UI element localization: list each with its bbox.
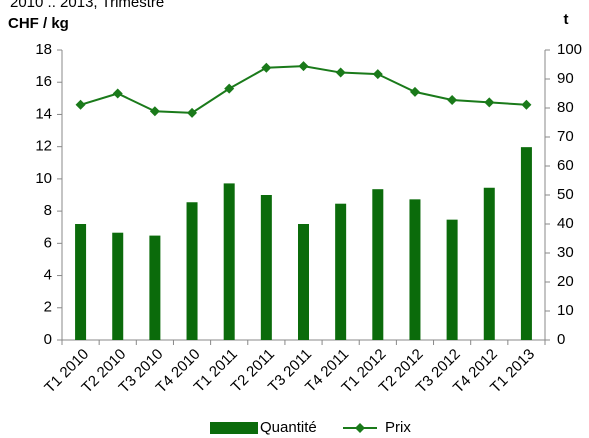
chart-subtitle: 2010 .. 2013, Trimestre: [10, 0, 164, 11]
y-tick-label: 18: [35, 41, 52, 58]
marker: [187, 107, 198, 118]
y2-tick-label: 10: [557, 302, 574, 319]
y2-tick-label: 100: [557, 41, 582, 58]
bar: [298, 224, 309, 340]
y-tick-label: 12: [35, 138, 52, 155]
y-tick-label: 4: [44, 267, 52, 284]
y-tick-label: 14: [35, 105, 52, 122]
bar: [409, 199, 421, 340]
y-tick-label: 10: [35, 170, 52, 187]
bar: [260, 195, 272, 340]
y-tick-label: 6: [44, 234, 52, 251]
marker: [521, 99, 532, 110]
y2-tick-label: 40: [557, 215, 574, 232]
marker: [372, 69, 383, 80]
y2-tick-label: 70: [557, 128, 574, 145]
marker: [447, 94, 458, 105]
bar: [75, 224, 87, 340]
bar: [446, 219, 458, 340]
legend-label: Quantité: [260, 419, 317, 436]
bar: [186, 202, 198, 340]
marker: [298, 61, 309, 72]
marker: [75, 99, 86, 110]
y-axis-label: CHF / kg: [8, 15, 69, 32]
marker: [409, 86, 420, 97]
y-tick-label: 8: [44, 202, 52, 219]
y2-tick-label: 30: [557, 244, 574, 261]
legend-swatch: [210, 422, 258, 434]
bar: [149, 235, 161, 340]
y2-axis-label: t: [564, 11, 569, 28]
y-tick-label: 2: [44, 299, 52, 316]
bar: [483, 187, 495, 340]
legend-label: Prix: [385, 419, 411, 436]
bar: [112, 232, 124, 340]
y2-tick-label: 60: [557, 157, 574, 174]
marker: [335, 67, 346, 78]
bar: [223, 183, 235, 340]
bar: [520, 147, 532, 340]
y2-tick-label: 80: [557, 99, 574, 116]
y2-tick-label: 20: [557, 273, 574, 290]
line: [80, 65, 527, 114]
y2-tick-label: 90: [557, 70, 574, 87]
marker: [149, 106, 160, 117]
legend-marker: [355, 423, 365, 433]
y-tick-label: 0: [44, 331, 52, 348]
y-tick-label: 16: [35, 73, 52, 90]
y2-tick-label: 50: [557, 186, 574, 203]
marker: [484, 97, 495, 108]
y2-tick-label: 0: [557, 331, 565, 348]
marker: [261, 62, 272, 73]
bar: [372, 189, 384, 340]
bar: [335, 203, 347, 340]
marker: [224, 83, 235, 94]
marker: [112, 88, 123, 99]
